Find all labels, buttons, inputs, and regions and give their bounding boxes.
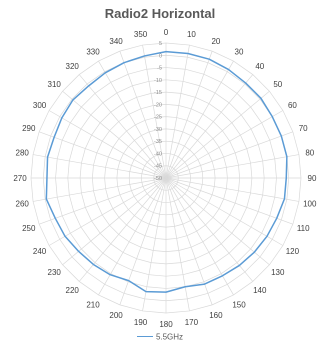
angle-label-290: 290 bbox=[22, 124, 36, 133]
angle-label-320: 320 bbox=[66, 62, 80, 71]
angle-label-350: 350 bbox=[134, 30, 148, 39]
spoke-40 bbox=[165, 74, 254, 179]
angle-label-110: 110 bbox=[297, 224, 310, 233]
spoke-50 bbox=[165, 90, 270, 179]
spoke-20 bbox=[165, 51, 213, 179]
legend: 5.5GHz bbox=[0, 332, 320, 341]
radial-tick-label: -25 bbox=[154, 115, 162, 121]
radial-tick-label: -50 bbox=[154, 176, 162, 182]
spoke-340 bbox=[119, 51, 167, 179]
angle-label-100: 100 bbox=[303, 199, 317, 208]
chart-title: Radio2 Horizontal bbox=[104, 6, 216, 21]
spoke-260 bbox=[32, 177, 167, 202]
spoke-310 bbox=[62, 90, 167, 179]
spoke-190 bbox=[142, 177, 167, 312]
spoke-280 bbox=[32, 154, 167, 179]
spoke-70 bbox=[165, 131, 293, 179]
angle-label-300: 300 bbox=[33, 101, 47, 110]
radial-tick-labels: 5 0 -5 -10 -15 -20 -25 -30 -35 -40 -45 -50 bbox=[154, 41, 162, 182]
radial-tick-label: 0 bbox=[159, 53, 162, 59]
angle-label-340: 340 bbox=[109, 37, 123, 46]
spoke-230 bbox=[62, 177, 167, 266]
spoke-200 bbox=[119, 177, 167, 305]
spoke-30 bbox=[165, 60, 234, 179]
radial-tick-label: -15 bbox=[154, 90, 162, 96]
spoke-300 bbox=[48, 110, 167, 179]
spoke-100 bbox=[165, 177, 300, 202]
radial-tick-label: -5 bbox=[157, 66, 162, 72]
spoke-60 bbox=[165, 110, 284, 179]
angle-label-80: 80 bbox=[305, 149, 314, 158]
angle-label-240: 240 bbox=[33, 247, 47, 256]
radial-tick-label: -35 bbox=[154, 139, 162, 145]
angle-label-280: 280 bbox=[16, 149, 30, 158]
angle-label-140: 140 bbox=[253, 286, 267, 295]
spoke-240 bbox=[48, 177, 167, 246]
legend-swatch-5-5ghz bbox=[136, 336, 153, 338]
spoke-130 bbox=[165, 177, 270, 266]
spoke-170 bbox=[165, 177, 190, 312]
angle-label-170: 170 bbox=[185, 318, 199, 327]
spoke-320 bbox=[78, 74, 167, 179]
spoke-250 bbox=[39, 177, 167, 225]
radial-tick-label: -30 bbox=[154, 127, 162, 133]
spoke-10 bbox=[165, 44, 190, 179]
angle-label-190: 190 bbox=[134, 318, 148, 327]
angle-label-160: 160 bbox=[209, 311, 223, 320]
angle-label-70: 70 bbox=[299, 124, 308, 133]
spoke-140 bbox=[165, 177, 254, 282]
angle-label-0: 0 bbox=[164, 28, 169, 37]
angle-label-310: 310 bbox=[48, 80, 62, 89]
angle-label-130: 130 bbox=[271, 268, 285, 277]
spoke-290 bbox=[39, 131, 167, 179]
angle-label-270: 270 bbox=[13, 174, 27, 183]
angle-label-230: 230 bbox=[48, 268, 62, 277]
spoke-210 bbox=[98, 177, 167, 296]
spoke-350 bbox=[142, 44, 167, 179]
angle-label-60: 60 bbox=[288, 101, 297, 110]
legend-label-5-5ghz: 5.5GHz bbox=[155, 332, 184, 342]
angle-label-220: 220 bbox=[66, 286, 80, 295]
angle-tick-labels: 0 102030405060708090100110120130140150160… bbox=[13, 28, 317, 329]
radial-tick-label: -45 bbox=[154, 164, 162, 170]
series-line-5-5ghz bbox=[45, 50, 288, 293]
angle-label-40: 40 bbox=[255, 62, 264, 71]
angular-spokes bbox=[31, 43, 301, 313]
angle-label-150: 150 bbox=[232, 300, 246, 309]
spoke-330 bbox=[98, 60, 167, 179]
angle-label-180: 180 bbox=[159, 320, 173, 329]
angle-label-120: 120 bbox=[286, 247, 300, 256]
radial-tick-label: 5 bbox=[159, 41, 162, 47]
spoke-120 bbox=[165, 177, 284, 246]
angle-label-330: 330 bbox=[86, 48, 100, 57]
angle-label-260: 260 bbox=[16, 199, 30, 208]
angle-label-200: 200 bbox=[109, 311, 123, 320]
angle-label-90: 90 bbox=[308, 174, 317, 183]
angle-label-20: 20 bbox=[211, 37, 220, 46]
spoke-110 bbox=[165, 177, 293, 225]
series-layer bbox=[45, 50, 288, 293]
angle-label-10: 10 bbox=[187, 30, 196, 39]
spoke-80 bbox=[165, 154, 300, 179]
radial-tick-label: -40 bbox=[154, 152, 162, 158]
angle-label-50: 50 bbox=[273, 80, 282, 89]
radial-tick-label: -10 bbox=[154, 78, 162, 84]
angle-label-250: 250 bbox=[22, 224, 36, 233]
angle-label-210: 210 bbox=[86, 300, 100, 309]
radial-tick-label: -20 bbox=[154, 102, 162, 108]
angle-label-30: 30 bbox=[235, 48, 244, 57]
